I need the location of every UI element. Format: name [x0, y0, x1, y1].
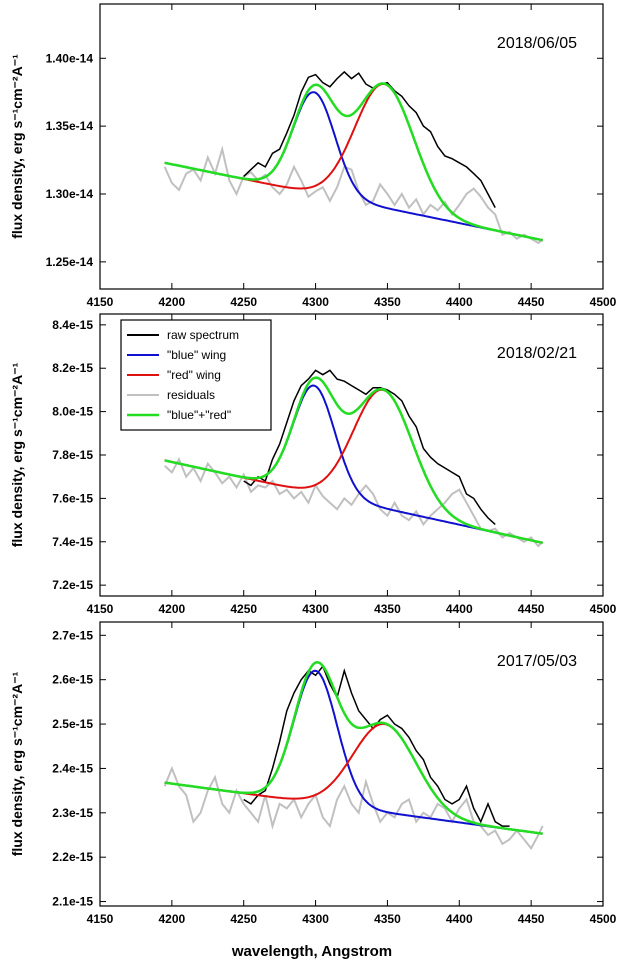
- panel-1: 4150 4200 4250 4300 4350 4400 4450 4500 1.25e-14…: [9, 3, 617, 309]
- legend-label-red: "red" wing: [167, 368, 221, 382]
- x-tick-label: 4450: [518, 295, 545, 309]
- plot-frame: [99, 621, 604, 907]
- x-tick-label: 4400: [446, 602, 473, 616]
- legend-label-raw: raw spectrum: [167, 328, 239, 342]
- panel-3: 4150 4200 4250 4300 4350 4400 4450 4500 2.1e-15 2…: [9, 621, 617, 926]
- y-axis-label: flux density, erg s⁻¹cm⁻²A⁻¹: [9, 54, 25, 239]
- legend-label-residuals: residuals: [167, 388, 215, 402]
- y-tick-label: 1.25e-14: [46, 255, 94, 269]
- y-tick-label: 2.3e-15: [52, 806, 93, 820]
- x-tick-label: 4350: [374, 602, 401, 616]
- x-tick-label: 4400: [446, 912, 473, 926]
- x-tick-label: 4300: [302, 912, 329, 926]
- y-axis-label: flux density, erg s⁻¹cm⁻²A⁻¹: [9, 362, 25, 547]
- x-tick-label: 4400: [446, 295, 473, 309]
- y-tick-label: 8.0e-15: [52, 405, 93, 419]
- red-wing-line: [164, 82, 543, 242]
- y-axis-label: flux density, erg s⁻¹cm⁻²A⁻¹: [9, 671, 25, 856]
- y-tick-label: 2.6e-15: [52, 673, 93, 687]
- y-tick-label: 1.35e-14: [46, 119, 94, 133]
- x-tick-label: 4200: [159, 602, 186, 616]
- legend-label-blue: "blue" wing: [167, 348, 226, 362]
- x-tick-label: 4350: [374, 295, 401, 309]
- y-tick-label: 2.5e-15: [52, 717, 93, 731]
- x-tick-label: 4250: [230, 912, 257, 926]
- y-tick-label: 2.2e-15: [52, 850, 93, 864]
- raw-spectrum-line: [243, 664, 510, 827]
- y-tick-label: 7.8e-15: [52, 448, 93, 462]
- residuals-line: [163, 765, 544, 851]
- x-tick-label: 4200: [159, 912, 186, 926]
- y-tick-label: 7.2e-15: [52, 578, 93, 592]
- y-tick-label: 1.40e-14: [46, 51, 94, 65]
- y-tick-label: 8.2e-15: [52, 361, 93, 375]
- x-tick-label: 4450: [518, 912, 545, 926]
- x-tick-label: 4250: [230, 295, 257, 309]
- raw-spectrum-line: [243, 70, 496, 208]
- x-tick-label: 4300: [302, 602, 329, 616]
- x-tick-label: 4500: [590, 295, 617, 309]
- x-tick-label: 4500: [590, 602, 617, 616]
- blue-plus-red-line: [164, 82, 543, 242]
- y-tick-label: 1.30e-14: [46, 187, 94, 201]
- x-tick-label: 4300: [302, 295, 329, 309]
- plot-frame: [99, 3, 604, 290]
- y-tick-label: 2.1e-15: [52, 895, 93, 909]
- x-tick-label: 4350: [374, 912, 401, 926]
- blue-plus-red-line: [164, 661, 543, 835]
- x-tick-label: 4200: [159, 295, 186, 309]
- panel-2: 4150 4200 4250 4300 4350 4400 4450 4500 7.2e-15 7…: [9, 313, 617, 616]
- y-tick-label: 2.4e-15: [52, 761, 93, 775]
- y-tick-label: 2.7e-15: [52, 628, 93, 642]
- x-axis-label: wavelength, Angstrom: [231, 943, 393, 960]
- legend-label-sum: "blue"+"red": [167, 408, 231, 422]
- y-tick-label: 7.6e-15: [52, 491, 93, 505]
- x-tick-label: 4150: [87, 295, 114, 309]
- date-label: 2018/06/05: [497, 35, 577, 52]
- y-tick-label: 7.4e-15: [52, 535, 93, 549]
- date-label: 2017/05/03: [497, 653, 577, 670]
- y-tick-label: 8.4e-15: [52, 318, 93, 332]
- x-tick-label: 4500: [590, 912, 617, 926]
- x-tick-label: 4150: [87, 912, 114, 926]
- blue-plus-red-line: [164, 376, 543, 545]
- x-tick-label: 4150: [87, 602, 114, 616]
- date-label: 2018/02/21: [497, 345, 577, 362]
- x-tick-label: 4450: [518, 602, 545, 616]
- legend: raw spectrum "blue" wing "red" wing residua…: [120, 319, 272, 431]
- x-tick-label: 4250: [230, 602, 257, 616]
- raw-spectrum-line: [243, 369, 496, 525]
